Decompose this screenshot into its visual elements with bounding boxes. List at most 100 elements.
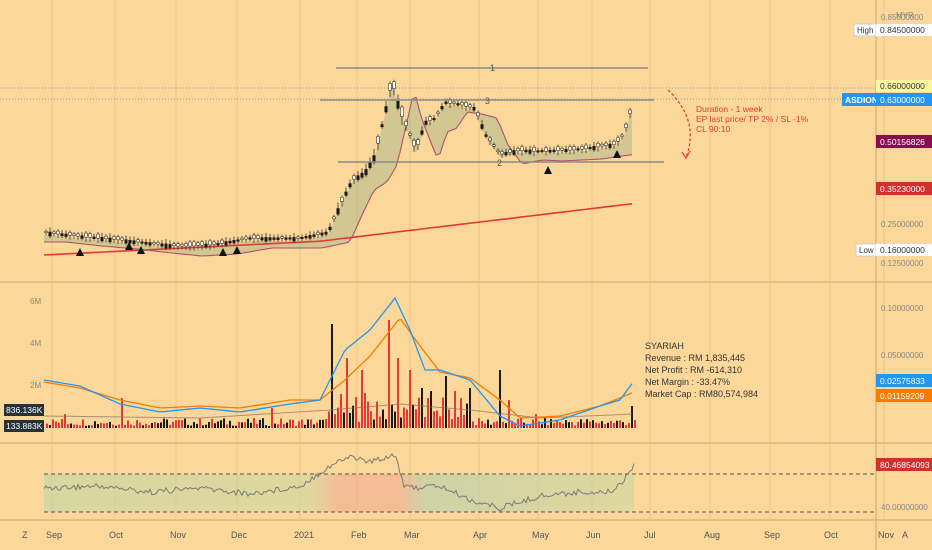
volume-bar: [232, 425, 234, 428]
volume-bar: [70, 423, 72, 428]
candle-body: [400, 106, 404, 117]
volume-bar: [130, 424, 132, 428]
volume-bar: [316, 422, 318, 428]
time-label: 2021: [294, 530, 314, 540]
volume-bar: [634, 420, 636, 428]
rsi-value-text: 80.46854093: [880, 460, 930, 470]
candle-body: [380, 124, 384, 128]
volume-bar: [517, 418, 519, 428]
candle-body: [80, 235, 84, 239]
volume-bar: [610, 420, 612, 428]
price-panel[interactable]: 1 3 2 Duration - 1 week EP last price/ T…: [0, 63, 876, 257]
currency-label: MYR: [896, 11, 914, 20]
buy-signal-triangle-icon: [125, 242, 133, 250]
volume-bar: [169, 424, 171, 428]
volume-bar: [154, 422, 156, 428]
volume-bar: [418, 397, 420, 428]
indicator-tick: 0.05000000: [881, 351, 924, 360]
candle-body: [472, 106, 476, 111]
time-axis[interactable]: Z A Sep Oct Nov Dec 2021 Feb Mar Apr May Jun Jul Au…: [22, 530, 908, 540]
volume-bar: [106, 423, 108, 428]
candle-body: [208, 240, 212, 246]
volume-bar: [160, 422, 162, 428]
candle-body: [560, 147, 564, 151]
volume-bar: [454, 390, 456, 428]
candle-body: [188, 241, 192, 247]
time-label: Oct: [824, 530, 839, 540]
volume-bar: [208, 422, 210, 428]
price-axis[interactable]: MYR 0.85000000 High 0.84500000 0.6600000…: [842, 11, 932, 268]
volume-bar: [304, 424, 306, 428]
volume-bar: [142, 425, 144, 428]
volume-bar: [247, 418, 249, 428]
auto-scale-button[interactable]: A: [902, 530, 908, 540]
candle-body: [156, 242, 160, 245]
volume-bar: [268, 425, 270, 428]
volume-bar: [58, 422, 60, 428]
volume-bar: [367, 401, 369, 428]
volume-bar: [589, 421, 591, 428]
volume-bar: [574, 425, 576, 428]
volume-bar: [97, 424, 99, 428]
volume-bar: [445, 376, 447, 428]
time-label: Nov: [878, 530, 895, 540]
candle-body: [192, 241, 196, 247]
volume-bar: [46, 423, 48, 428]
candle-body: [484, 134, 488, 137]
volume-bar: [526, 423, 528, 428]
volume-bar: [442, 397, 444, 428]
candle-body: [388, 82, 392, 91]
volume-bar: [265, 425, 267, 428]
volume-bar: [163, 418, 165, 428]
candle-body: [412, 139, 416, 147]
volume-bar: [625, 425, 627, 428]
volume-bar: [109, 421, 111, 428]
volume-bar: [580, 419, 582, 428]
price-badge-035-text: 0.35230000: [880, 184, 925, 194]
time-label: Oct: [109, 530, 124, 540]
volume-bar: [409, 370, 411, 428]
candle-body: [264, 237, 268, 242]
candle-body: [180, 244, 184, 247]
time-label: Jun: [586, 530, 601, 540]
candle-body: [168, 244, 172, 249]
candle-body: [572, 146, 576, 151]
volume-bar: [238, 422, 240, 428]
volume-bar: [115, 425, 117, 428]
price-tick: 0.25000000: [881, 220, 924, 229]
volume-bar: [421, 388, 423, 428]
symbol-badge-text: ASDION: [845, 95, 878, 105]
candle-body: [260, 237, 264, 241]
candle-body: [536, 150, 540, 153]
rsi-panel[interactable]: 80.46854093 40.00000000: [43, 452, 932, 513]
price-tick: 0.12500000: [881, 259, 924, 268]
orange-indicator-line: [43, 318, 633, 419]
candle-body: [212, 241, 216, 245]
candle-body: [588, 146, 592, 150]
volume-bar: [376, 401, 378, 428]
volume-bar: [490, 424, 492, 428]
volume-bar: [145, 423, 147, 428]
candle-body: [500, 151, 504, 155]
volume-bar: [61, 419, 63, 428]
volume-bar: [466, 403, 468, 428]
volume-bar: [295, 425, 297, 428]
buy-signal-triangle-icon: [613, 150, 621, 158]
indicator-badge-orange-text: 0.01159209: [880, 391, 925, 401]
volume-bar: [157, 423, 159, 428]
time-axis-left-corner[interactable]: Z: [22, 530, 28, 540]
volume-bar: [85, 425, 87, 428]
volume-bar: [406, 409, 408, 428]
candle-body: [292, 237, 296, 242]
volume-bar: [205, 424, 207, 428]
price-tick: 0.85000000: [881, 13, 924, 22]
volume-bar: [379, 416, 381, 428]
volume-bar: [619, 420, 621, 428]
volume-panel[interactable]: 6M 4M 2M 836.136K 133.883K 0.10000000 0.…: [4, 296, 932, 432]
low-value: 0.16000000: [880, 245, 925, 255]
volume-bar: [256, 423, 258, 428]
volume-bar: [94, 421, 96, 428]
volume-bar: [484, 423, 486, 428]
candle-body: [128, 239, 132, 244]
